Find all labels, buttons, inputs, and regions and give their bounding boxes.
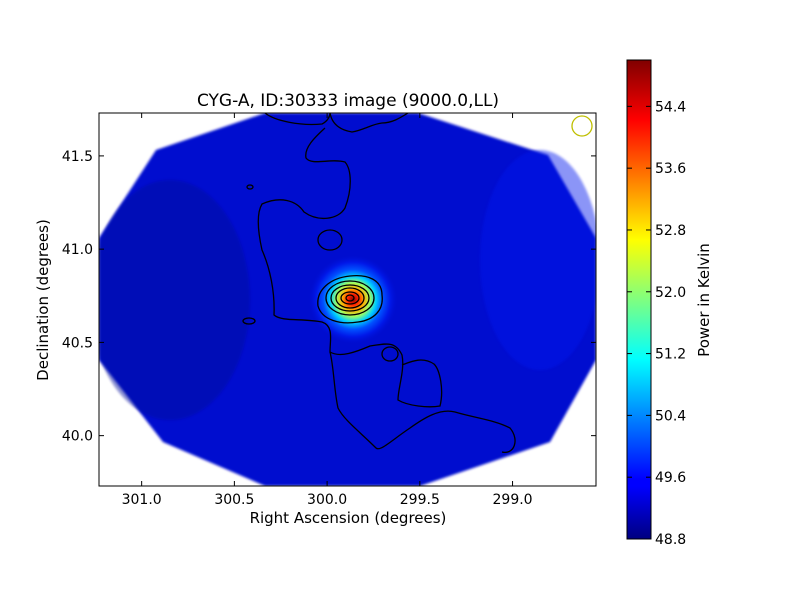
contour-line bbox=[340, 291, 360, 305]
contour-line bbox=[335, 287, 365, 309]
contour-line bbox=[257, 127, 443, 408]
contour-line bbox=[345, 294, 355, 302]
contour-line bbox=[317, 229, 343, 251]
colorbar-label: Power in Kelvin bbox=[695, 243, 713, 357]
contour-line bbox=[329, 113, 409, 133]
colorbar-gradient bbox=[627, 60, 651, 539]
contour-line bbox=[317, 274, 383, 324]
x-axis-label: Right Ascension (degrees) bbox=[250, 509, 447, 527]
colorbar-tick-label: 51.2 bbox=[655, 347, 686, 363]
y-tick-label: 41.0 bbox=[62, 242, 93, 258]
heatmap-left-shading bbox=[99, 180, 250, 420]
plot-area bbox=[99, 113, 596, 486]
contour-line bbox=[264, 113, 331, 126]
x-ticks: 301.0 300.5 300.0 299.5 299.0 bbox=[122, 113, 533, 508]
plot-frame bbox=[98, 112, 597, 487]
contour-line bbox=[330, 284, 370, 312]
colorbar-tick-label: 52.0 bbox=[655, 285, 686, 301]
contour-lines bbox=[242, 113, 516, 453]
colorbar: 48.8 49.6 50.4 51.2 52.0 52.8 53.6 54.4 Power i… bbox=[626, 59, 713, 548]
beam-marker bbox=[571, 115, 593, 137]
y-tick-label: 40.0 bbox=[62, 429, 93, 445]
y-axis-label: Declination (degrees) bbox=[34, 219, 52, 381]
x-tick-label: 300.0 bbox=[307, 492, 347, 508]
contour-line bbox=[242, 317, 256, 325]
x-tick-label: 300.5 bbox=[214, 492, 254, 508]
chart-title: CYG-A, ID:30333 image (9000.0,LL) bbox=[197, 91, 499, 111]
contour-line bbox=[246, 184, 254, 190]
y-tick-label: 41.5 bbox=[62, 149, 93, 165]
colorbar-tick-label: 53.6 bbox=[655, 161, 686, 177]
colorbar-frame bbox=[626, 59, 652, 540]
colorbar-tick-label: 54.4 bbox=[655, 99, 686, 115]
colorbar-tick-label: 49.6 bbox=[655, 470, 686, 486]
contour-line bbox=[325, 280, 375, 316]
colorbar-tick-label: 50.4 bbox=[655, 408, 686, 424]
x-tick-label: 299.0 bbox=[493, 492, 533, 508]
x-tick-label: 301.0 bbox=[122, 492, 162, 508]
colorbar-tick-label: 52.8 bbox=[655, 223, 686, 239]
colorbar-tick-label: 48.8 bbox=[655, 532, 686, 548]
colorbar-ticks: 48.8 49.6 50.4 51.2 52.0 52.8 53.6 54.4 bbox=[627, 99, 686, 548]
x-tick-label: 299.5 bbox=[400, 492, 440, 508]
heatmap-right-shading bbox=[480, 150, 596, 370]
y-ticks: 40.0 40.5 41.0 41.5 bbox=[62, 149, 596, 445]
contour-line bbox=[329, 351, 516, 453]
contour-line bbox=[381, 346, 399, 362]
y-tick-label: 40.5 bbox=[62, 335, 93, 351]
